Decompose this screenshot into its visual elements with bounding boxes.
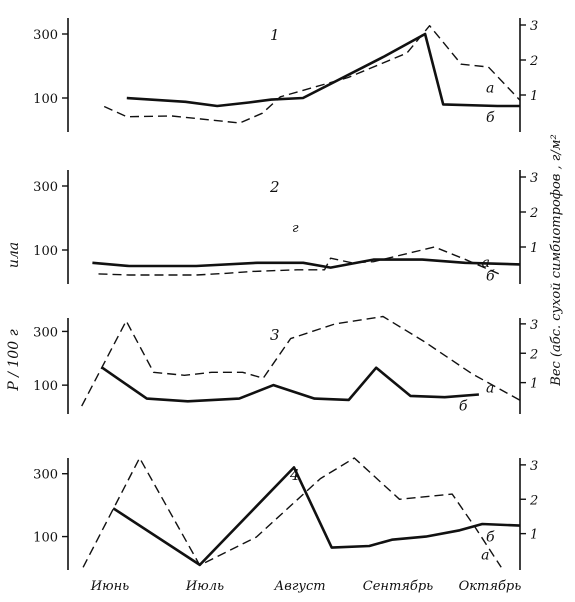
right-tick-label: 3 — [530, 459, 538, 474]
series-label-a: а — [481, 547, 489, 563]
panel-annotation: г — [292, 221, 299, 236]
series-label-b: б — [486, 530, 495, 546]
left-tick-label: 100 — [33, 244, 58, 259]
panel-number: 3 — [270, 326, 280, 344]
panel-number: 1 — [270, 26, 280, 44]
panel-number: 4 — [289, 466, 300, 484]
series-line-a — [82, 457, 502, 568]
x-label-august: Август — [273, 579, 325, 594]
chart-panels: 3001003211аб3001003212габ3001003213аб300… — [33, 18, 538, 570]
series-line-a — [81, 315, 521, 407]
right-tick-label: 3 — [530, 318, 538, 333]
left-tick-label: 300 — [33, 180, 58, 195]
series-line-a — [103, 25, 521, 124]
series-label-b: б — [486, 110, 495, 126]
left-tick-label: 100 — [33, 92, 58, 107]
left-tick-label: 300 — [33, 468, 58, 483]
panel-number: 2 — [269, 178, 280, 196]
x-label-july: Июль — [185, 579, 224, 594]
series-label-b: б — [459, 399, 468, 415]
left-tick-label: 300 — [33, 28, 58, 43]
left-tick-label: 100 — [33, 379, 58, 394]
panel-4: 300 100 3 2 1 4 аб — [33, 457, 538, 570]
right-tick-label: 3 — [530, 171, 538, 186]
left-axis-label: P / 100 г — [6, 329, 22, 391]
left-tick-label: 300 — [33, 325, 58, 340]
series-line-b — [92, 258, 521, 269]
left-tick-label: 100 — [33, 531, 58, 546]
x-label-october: Октябрь — [459, 579, 522, 594]
right-tick-label: 2 — [529, 54, 538, 69]
series-line-a — [98, 246, 502, 276]
panel-1: 300 100 3 2 1 1 аб — [33, 18, 538, 132]
series-line-b — [112, 466, 521, 567]
series-line-b — [101, 366, 480, 403]
x-label-june: Июнь — [90, 579, 129, 594]
right-tick-label: 2 — [529, 206, 538, 221]
x-label-september: Сентябрь — [363, 579, 433, 594]
left-axis-label-2: ила — [6, 242, 22, 268]
right-tick-label: 1 — [530, 89, 538, 104]
series-label-b: б — [486, 268, 495, 284]
right-axis-label: Вес (абс. сухой симбиотрофов , г/м² — [549, 134, 564, 386]
right-tick-label: 3 — [530, 19, 538, 34]
series-line-b — [126, 32, 520, 108]
series-label-a: а — [486, 380, 494, 396]
right-tick-label: 2 — [529, 347, 538, 362]
right-tick-label: 2 — [529, 493, 538, 508]
right-tick-label: 1 — [530, 528, 538, 543]
right-tick-label: 1 — [530, 241, 538, 256]
series-label-a: а — [486, 80, 494, 96]
right-tick-label: 1 — [530, 377, 538, 392]
panel-3: 300 100 3 2 1 3 а б — [33, 315, 538, 415]
